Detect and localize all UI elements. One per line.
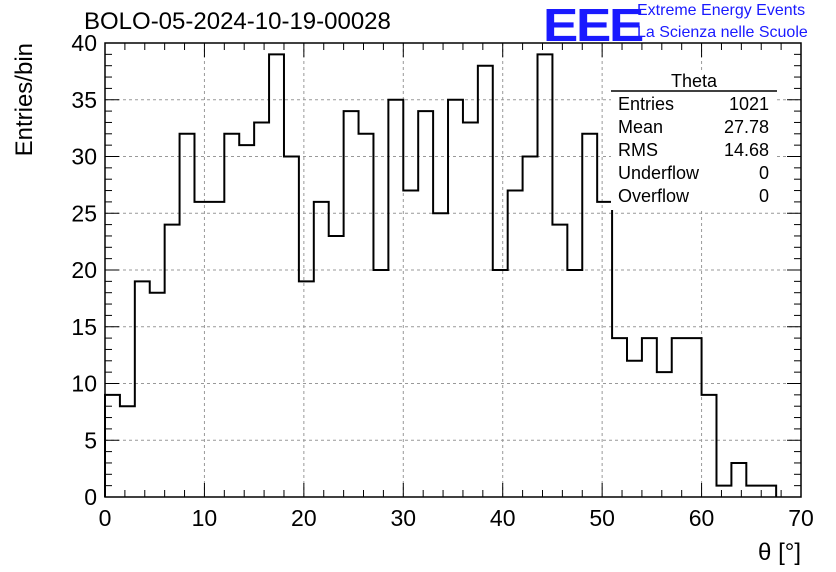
histogram-bin [359, 134, 374, 497]
y-tick-label: 15 [71, 314, 97, 340]
stats-row-value: 14.68 [724, 140, 769, 160]
stats-row-label: RMS [618, 140, 658, 160]
histogram-bin [373, 270, 388, 497]
stats-box-title: Theta [671, 71, 718, 91]
histogram-bin [463, 122, 478, 497]
x-tick-label: 40 [490, 505, 516, 531]
plot-frame [104, 42, 802, 498]
histogram-bin [239, 145, 254, 497]
stats-box [611, 70, 777, 210]
histogram-bin [448, 100, 463, 497]
histogram-bin [493, 270, 508, 497]
x-tick-label: 70 [788, 505, 814, 531]
histogram-bin [567, 270, 582, 497]
logo-line-2: La Scienza nelle Scuole [637, 24, 808, 41]
histogram-bin [627, 361, 642, 497]
histogram-bin [135, 281, 150, 497]
y-tick-label: 35 [71, 87, 97, 113]
histogram-bin [403, 191, 418, 497]
histogram-bin [150, 293, 165, 497]
histogram-bin [672, 338, 687, 497]
histogram-bin [478, 66, 493, 497]
histogram-bin [687, 338, 702, 497]
histogram-bin [642, 338, 657, 497]
histogram-bin [209, 202, 224, 497]
x-tick-label: 60 [689, 505, 715, 531]
y-axis-label: Entries/bin [11, 43, 38, 156]
histogram-bin [269, 54, 284, 497]
stats-row-label: Mean [618, 117, 663, 137]
x-tick-label: 50 [589, 505, 615, 531]
histogram-bin [538, 54, 553, 497]
histogram-outline [104, 53, 778, 497]
x-tick-label: 30 [390, 505, 416, 531]
histogram-bin [702, 395, 717, 497]
stats-row-value: 27.78 [724, 117, 769, 137]
histogram-bin [523, 157, 538, 498]
stats-row-label: Overflow [618, 186, 690, 206]
stats-row-value: 1021 [729, 94, 769, 114]
histogram-bin [597, 202, 612, 497]
x-tick-label: 10 [192, 505, 218, 531]
stats-row-value: 0 [759, 186, 769, 206]
histogram-bin [180, 134, 195, 497]
y-tick-label: 40 [71, 30, 97, 56]
y-tick-label: 20 [71, 257, 97, 283]
histogram-bin [165, 225, 180, 497]
histogram-bin [582, 134, 597, 497]
y-tick-label: 10 [71, 371, 97, 397]
histogram-bin [329, 236, 344, 497]
y-tick-label: 0 [84, 484, 97, 510]
histogram-bin [731, 463, 746, 497]
histogram-bin [314, 202, 329, 497]
histogram-bin [612, 338, 627, 497]
histogram-bin [388, 100, 403, 497]
histogram-bin [657, 372, 672, 497]
x-tick-label: 20 [291, 505, 317, 531]
histogram-bin [716, 486, 731, 497]
y-tick-label: 25 [71, 200, 97, 226]
histogram-bin [552, 225, 567, 497]
histogram-bin [299, 281, 314, 497]
chart-title: BOLO-05-2024-10-19-00028 [84, 8, 391, 35]
histogram-bin [418, 111, 433, 497]
histogram-bin [194, 202, 209, 497]
histogram-bin [120, 406, 135, 497]
y-tick-label: 5 [84, 427, 97, 453]
stats-row-label: Underflow [618, 163, 700, 183]
logo-line-1: Extreme Energy Events [637, 2, 806, 19]
histogram-bin [433, 213, 448, 497]
histogram-bin [105, 395, 120, 497]
histogram-bin [284, 157, 299, 498]
stats-row-value: 0 [759, 163, 769, 183]
y-tick-label: 30 [71, 144, 97, 170]
histogram-bin [254, 122, 269, 497]
stats-row-label: Entries [618, 94, 674, 114]
histogram-bin [746, 486, 761, 497]
x-axis-label: θ [°] [758, 539, 801, 566]
x-tick-label: 0 [99, 505, 112, 531]
histogram-bin [344, 111, 359, 497]
histogram-bin [508, 191, 523, 497]
histogram-bin [224, 134, 239, 497]
histogram-bin [761, 486, 776, 497]
